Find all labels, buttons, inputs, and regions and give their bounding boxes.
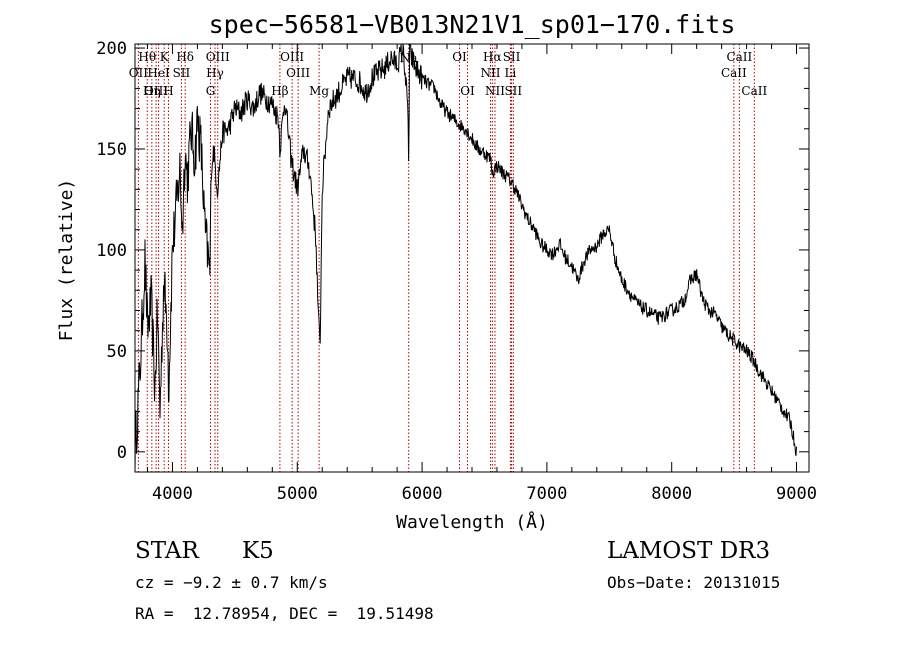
line-label-21: NII xyxy=(485,84,505,98)
line-label-0: Hθ xyxy=(138,50,156,64)
line-label-20: NII xyxy=(480,66,500,80)
survey-name: LAMOST DR3 xyxy=(607,538,771,564)
y-axis-ticks: 0 50 100 150 200 xyxy=(96,39,809,473)
line-label-2: OIII xyxy=(144,84,168,98)
y-tick-label-0: 0 xyxy=(117,443,127,463)
y-axis-label: Flux (relative) xyxy=(56,179,77,342)
line-label-8: Hδ xyxy=(176,50,194,64)
coordinates: RA = 12.78954, DEC = 19.51498 xyxy=(135,604,434,623)
line-label-7: SII xyxy=(173,66,191,80)
line-label-26: CaII xyxy=(721,66,747,80)
line-label-27: CaII xyxy=(741,84,767,98)
spectrum-plot xyxy=(134,43,797,473)
line-label-17: OI xyxy=(452,50,467,64)
line-label-22: SII xyxy=(503,50,521,64)
line-label-24: SII xyxy=(504,84,522,98)
x-tick-label-1: 5000 xyxy=(277,484,318,504)
x-axis-ticks: 4000 5000 6000 7000 8000 9000 xyxy=(146,44,817,504)
line-label-23: Li xyxy=(505,66,517,80)
x-axis-label: Wavelength (Å) xyxy=(396,511,548,533)
redshift-readout: cz = −9.2 ± 0.7 km/s xyxy=(135,573,328,592)
y-tick-label-1: 50 xyxy=(107,342,127,362)
object-subclass: K5 xyxy=(242,538,274,564)
line-label-25: CaII xyxy=(726,50,752,64)
line-label-4: HeI xyxy=(147,66,170,80)
chart-title: spec−56581−VB013N21V1_sp01−170.fits xyxy=(209,10,736,39)
x-tick-label-5: 9000 xyxy=(776,484,817,504)
line-label-19: Hα xyxy=(483,50,502,64)
line-label-1: OII xyxy=(129,66,149,80)
line-label-13: OIII xyxy=(280,50,304,64)
line-label-9: OIII xyxy=(206,50,230,64)
x-tick-label-4: 8000 xyxy=(651,484,692,504)
spectrum-line xyxy=(134,43,797,473)
line-label-6: H xyxy=(163,84,173,98)
x-tick-label-3: 7000 xyxy=(526,484,567,504)
object-class: STAR xyxy=(135,538,199,564)
line-label-10: Hγ xyxy=(206,66,224,80)
y-tick-label-4: 200 xyxy=(96,39,127,59)
line-label-5: K xyxy=(160,50,170,64)
line-label-12: Hβ xyxy=(271,84,288,98)
line-label-11: G xyxy=(206,84,216,98)
line-label-14: OIII xyxy=(286,66,310,80)
line-label-3: Hη xyxy=(143,84,161,98)
y-tick-label-2: 100 xyxy=(96,241,127,261)
obs-date: Obs−Date: 20131015 xyxy=(607,573,781,592)
line-label-15: Mg xyxy=(309,84,329,98)
y-tick-label-3: 150 xyxy=(96,140,127,160)
x-tick-label-0: 4000 xyxy=(152,484,193,504)
x-tick-label-2: 6000 xyxy=(402,484,443,504)
line-label-18: OI xyxy=(460,84,475,98)
